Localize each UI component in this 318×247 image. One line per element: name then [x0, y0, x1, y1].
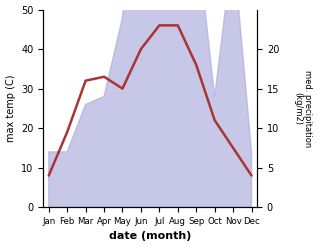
Y-axis label: med. precipitation
(kg/m2): med. precipitation (kg/m2) [293, 70, 313, 147]
Y-axis label: max temp (C): max temp (C) [5, 75, 16, 142]
X-axis label: date (month): date (month) [109, 231, 191, 242]
